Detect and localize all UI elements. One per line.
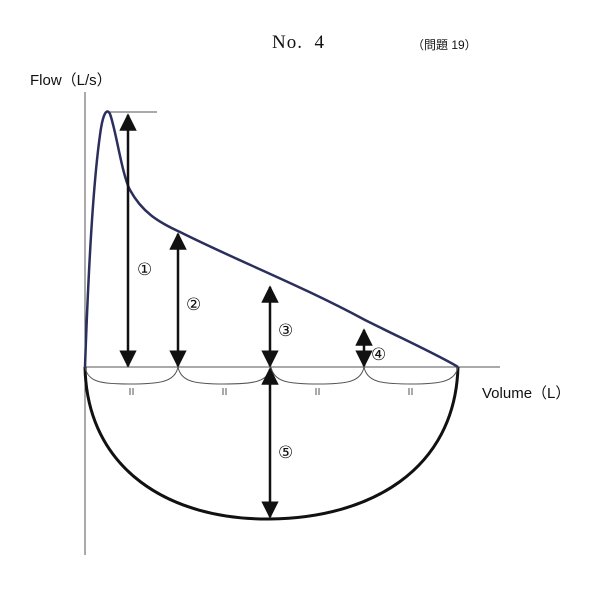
figure-number: No. 4	[272, 32, 325, 54]
figure-number-label: No.	[272, 32, 303, 53]
question-reference: （問題 19）	[412, 38, 477, 52]
marker-4: ④	[371, 345, 386, 365]
figure-number-value: 4	[314, 32, 325, 53]
expiratory-curve	[83, 110, 459, 369]
marker-2: ②	[186, 295, 201, 315]
volume-brace	[84, 366, 459, 385]
inspiratory-curve	[83, 366, 460, 521]
equal-marks	[129, 388, 413, 395]
marker-3: ③	[278, 321, 293, 341]
y-axis-label: Flow（L/s）	[30, 72, 112, 89]
marker-1: ①	[137, 260, 152, 280]
x-axis-label: Volume（L）	[482, 385, 571, 402]
marker-5: ⑤	[278, 443, 293, 463]
